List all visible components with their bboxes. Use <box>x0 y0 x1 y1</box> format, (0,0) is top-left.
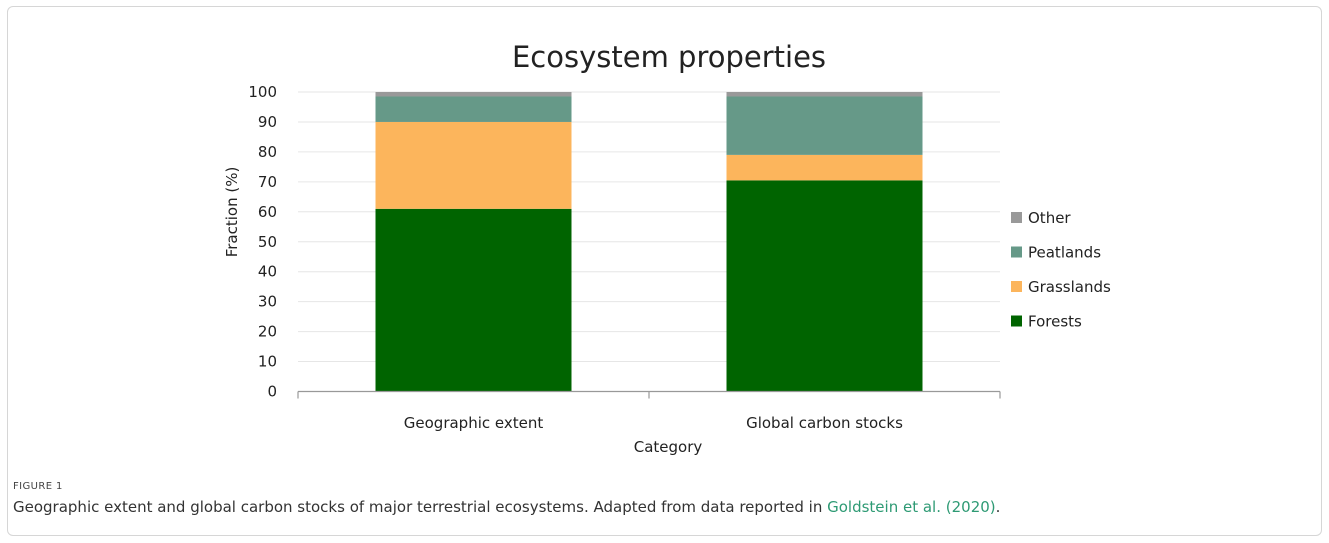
x-axis-ticks: Geographic extent Global carbon stocks <box>297 391 1001 432</box>
bar-segment-other <box>726 92 923 97</box>
legend-label-peatlands: Peatlands <box>1028 244 1101 262</box>
caption-end: . <box>995 498 1001 516</box>
x-tick-label: Geographic extent <box>404 414 544 432</box>
y-tick-label: 90 <box>258 113 277 131</box>
legend-label-other: Other <box>1028 209 1071 227</box>
figure-frame <box>7 6 1322 536</box>
legend-label-forests: Forests <box>1028 313 1082 331</box>
bar-segment-grasslands <box>375 121 572 209</box>
legend-swatch-grasslands <box>1011 281 1022 292</box>
y-tick-label: 70 <box>258 173 277 191</box>
y-axis-ticks: 0 10 20 30 40 50 60 70 80 90 100 <box>248 83 277 401</box>
bar-segment-forests <box>375 208 572 392</box>
legend-swatch-forests <box>1011 315 1022 327</box>
chart-title: Ecosystem properties <box>512 40 826 74</box>
x-tick-label: Global carbon stocks <box>746 414 903 432</box>
figure-label: FIGURE 1 <box>13 481 63 492</box>
y-tick-label: 0 <box>267 383 277 401</box>
bars <box>375 92 923 392</box>
y-tick-label: 10 <box>258 353 277 371</box>
legend-swatch-other <box>1011 212 1022 223</box>
y-tick-label: 100 <box>248 83 277 101</box>
bar-segment-grasslands <box>726 154 923 181</box>
stacked-bar-chart: Ecosystem properties 0 10 20 30 40 50 60 70 80 90… <box>223 40 1111 456</box>
y-axis-label: Fraction (%) <box>223 167 241 258</box>
legend: Other Peatlands Grasslands Forests <box>1011 209 1111 331</box>
x-axis-label: Category <box>634 438 703 456</box>
y-tick-label: 40 <box>258 263 277 281</box>
caption-reference-link[interactable]: Goldstein et al. (2020) <box>827 498 996 516</box>
y-tick-label: 30 <box>258 293 277 311</box>
y-tick-label: 50 <box>258 233 277 251</box>
figure-caption: Geographic extent and global carbon stoc… <box>13 498 1313 516</box>
y-tick-label: 60 <box>258 203 277 221</box>
bar-segment-forests <box>726 180 923 392</box>
bar-segment-other <box>375 92 572 97</box>
bar-segment-peatlands <box>726 96 923 155</box>
y-tick-label: 20 <box>258 323 277 341</box>
legend-swatch-peatlands <box>1011 246 1022 258</box>
y-tick-label: 80 <box>258 143 277 161</box>
caption-text: Geographic extent and global carbon stoc… <box>13 498 828 516</box>
bar-segment-peatlands <box>375 96 572 122</box>
legend-label-grasslands: Grasslands <box>1028 278 1111 296</box>
